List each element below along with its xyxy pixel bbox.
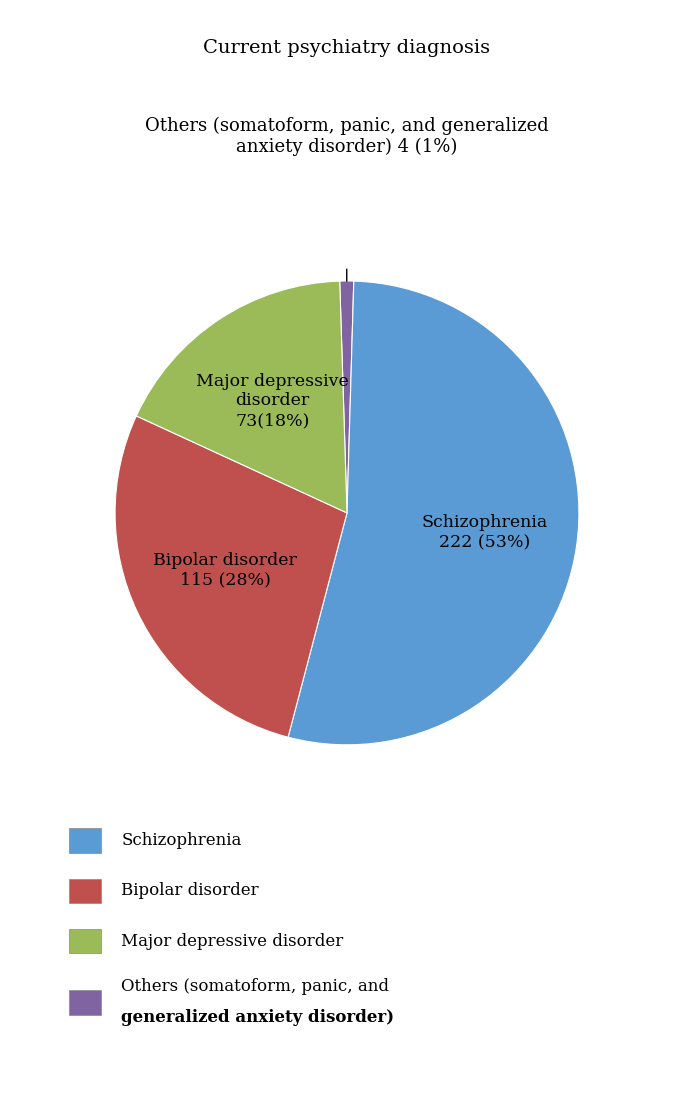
Wedge shape <box>340 281 354 513</box>
Text: generalized anxiety disorder): generalized anxiety disorder) <box>121 1009 395 1027</box>
Text: Others (somatoform, panic, and: Others (somatoform, panic, and <box>121 978 389 996</box>
Text: Schizophrenia: Schizophrenia <box>121 832 242 850</box>
Text: Others (somatoform, panic, and generalized
anxiety disorder) 4 (1%): Others (somatoform, panic, and generaliz… <box>145 117 549 156</box>
Wedge shape <box>115 416 347 737</box>
Text: Bipolar disorder
115 (28%): Bipolar disorder 115 (28%) <box>153 552 297 589</box>
Text: Bipolar disorder: Bipolar disorder <box>121 882 259 900</box>
Text: Major depressive
disorder
73(18%): Major depressive disorder 73(18%) <box>196 372 349 429</box>
Text: Current psychiatry diagnosis: Current psychiatry diagnosis <box>203 39 491 57</box>
Text: Major depressive disorder: Major depressive disorder <box>121 932 344 950</box>
Text: Schizophrenia
222 (53%): Schizophrenia 222 (53%) <box>421 514 548 551</box>
Wedge shape <box>288 281 579 745</box>
Wedge shape <box>136 281 347 513</box>
